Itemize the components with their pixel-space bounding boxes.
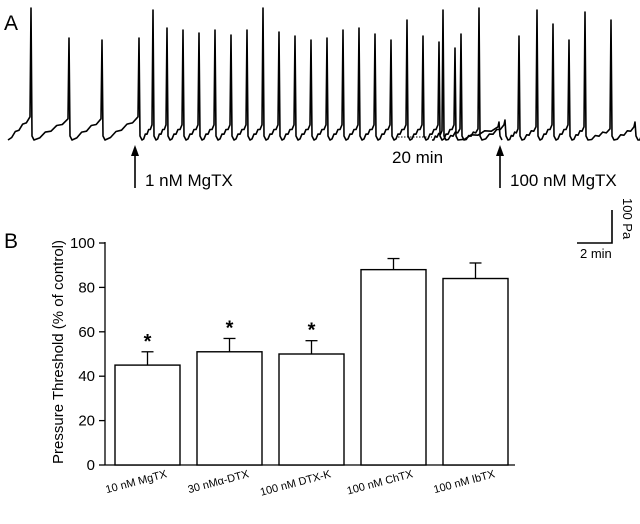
category-labels: 10 nM MgTX 30 nMα-DTX 100 nM DTX-K 100 nM C…	[104, 468, 497, 499]
arrow-100nm-mgtx	[496, 145, 504, 188]
panel-a-label: A	[4, 12, 18, 35]
category-label: 100 nM DTX-K	[259, 468, 333, 499]
y-axis-label: Pressure Threshold (% of control)	[50, 240, 67, 464]
pressure-trace-right	[431, 7, 640, 141]
y-tick-label: 60	[78, 324, 95, 341]
pressure-trace-left	[7, 7, 503, 141]
category-label: 100 nM ChTX	[346, 468, 415, 497]
bar	[360, 268, 427, 466]
arrow-1nm-mgtx-label: 1 nM MgTX	[145, 171, 233, 190]
y-ticks: 0 20 40 60 80 100	[70, 235, 105, 474]
significance-marker: *	[226, 317, 234, 339]
scale-bar-time-label: 2 min	[580, 246, 612, 261]
bar	[196, 351, 263, 466]
arrow-1nm-mgtx	[131, 145, 139, 188]
significance-marker: *	[308, 320, 316, 342]
y-tick-label: 20	[78, 413, 95, 430]
bar	[114, 364, 181, 466]
category-label: 10 nM MgTX	[104, 468, 169, 496]
scale-bar-pressure-label: 100 Pa	[620, 198, 635, 240]
y-tick-label: 40	[78, 368, 95, 385]
bar	[278, 353, 345, 466]
y-tick-label: 80	[78, 279, 95, 296]
y-tick-label: 100	[70, 235, 95, 252]
gap-label: 20 min	[392, 148, 443, 167]
significance-marker: *	[144, 331, 152, 353]
arrow-100nm-mgtx-label: 100 nM MgTX	[510, 171, 617, 190]
bars: * * *	[114, 257, 509, 466]
bar	[442, 277, 509, 466]
y-tick-label: 0	[87, 457, 95, 474]
scale-bar	[577, 210, 613, 244]
category-label: 30 nMα-DTX	[187, 468, 251, 496]
category-label: 100 nM IbTX	[432, 468, 497, 496]
panel-b-label: B	[4, 230, 18, 253]
